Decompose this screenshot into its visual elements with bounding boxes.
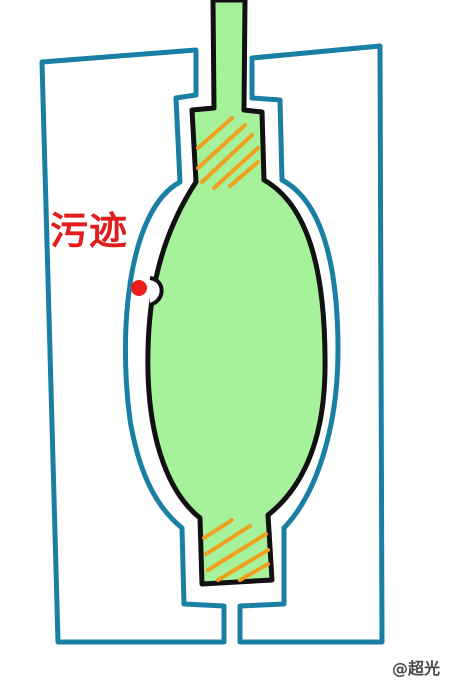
stain-dent <box>149 276 164 307</box>
stain-dot <box>131 280 147 296</box>
stain-label: 污迹 <box>50 209 129 253</box>
right-mold-half <box>237 43 385 645</box>
watermark: @超光 <box>392 659 441 678</box>
top-hatch-area <box>196 116 260 190</box>
bottle-part <box>145 0 328 587</box>
left-mold-half <box>39 47 227 645</box>
bottom-hatch-area <box>202 518 270 582</box>
